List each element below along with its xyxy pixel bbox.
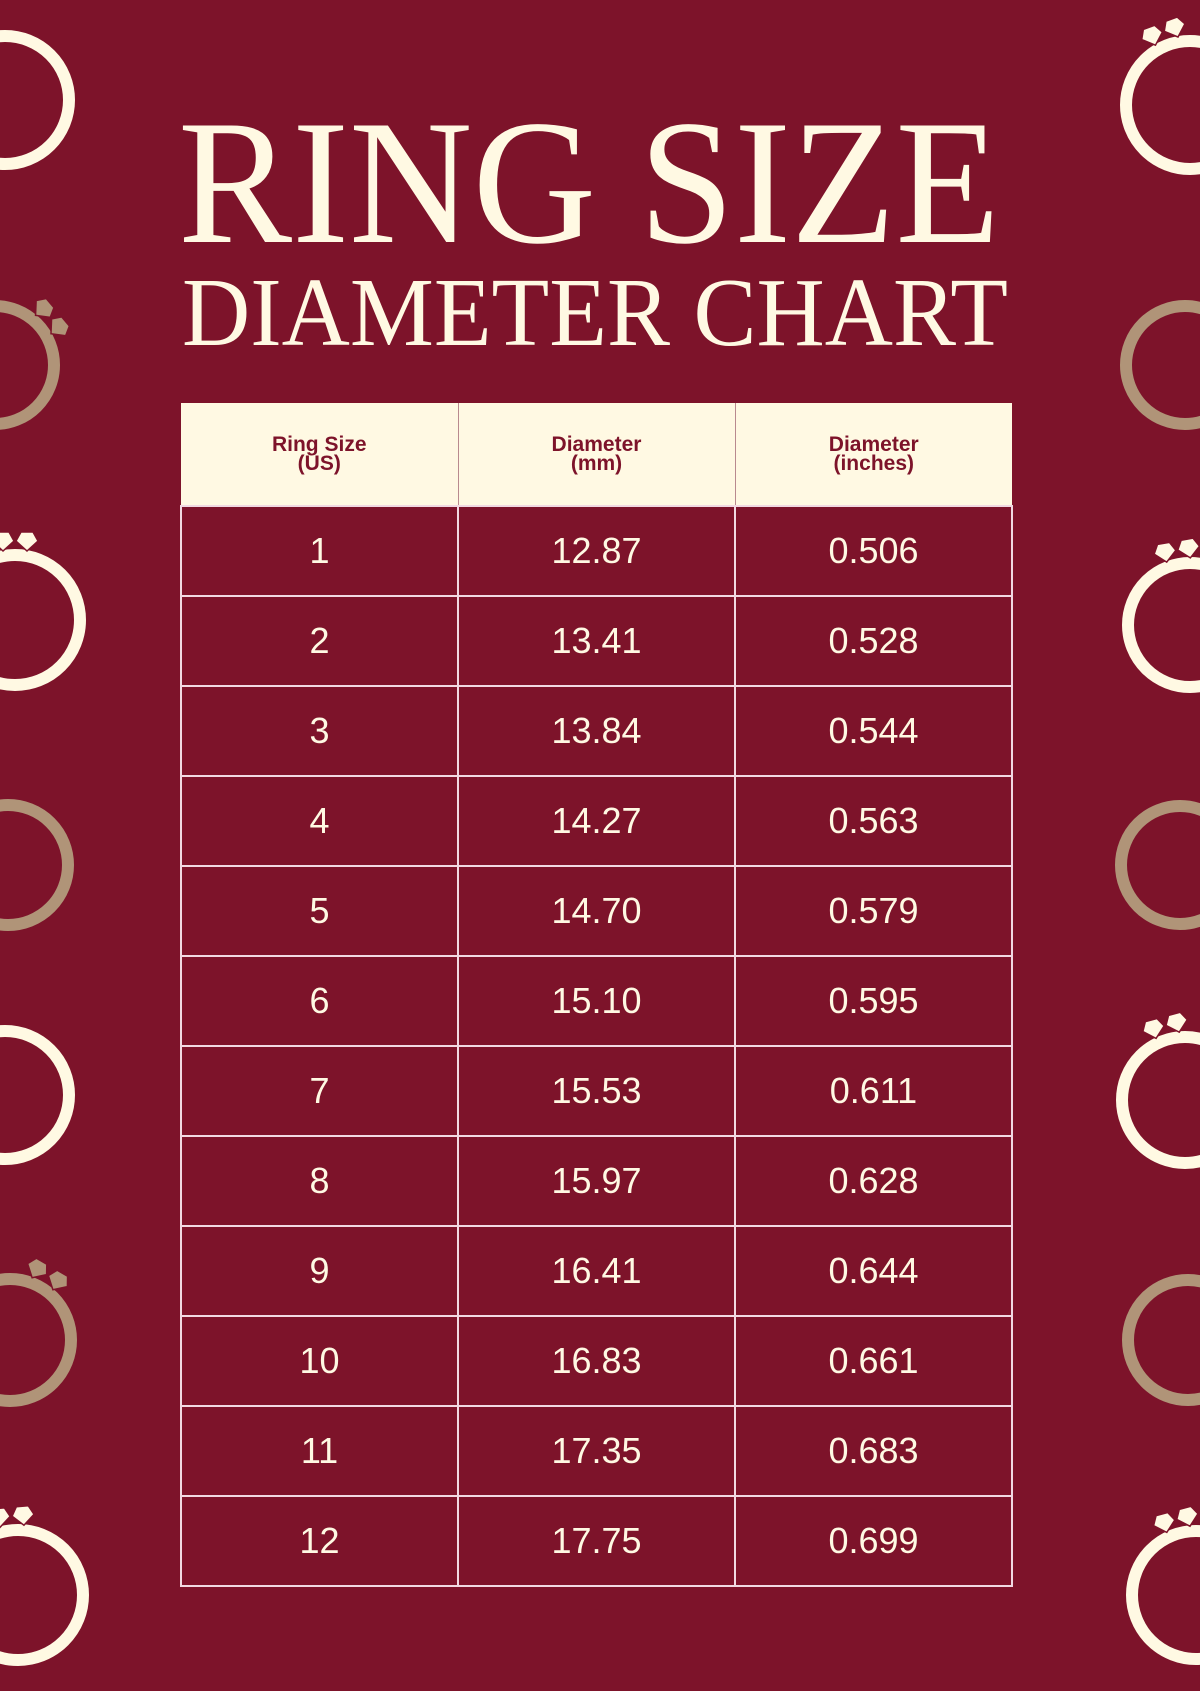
column-header-line: (mm): [570, 452, 623, 475]
table-cell: 0.579: [734, 865, 1013, 957]
table-cell: 6: [180, 955, 459, 1047]
ring-icon: [1120, 300, 1200, 430]
column-header-line: Diameter: [551, 433, 642, 456]
table-cell: 0.506: [734, 505, 1013, 597]
table-cell: 0.528: [734, 595, 1013, 687]
table-cell: 12.87: [457, 505, 736, 597]
page-title: RING SIZE DIAMETER CHART: [178, 83, 1008, 367]
diamond-icon: [0, 1504, 35, 1529]
table-row: 4 14.27 0.563: [180, 775, 1013, 867]
column-header-line: (US): [297, 452, 341, 475]
ring-icon: [1116, 1011, 1200, 1169]
table-cell: 0.683: [734, 1405, 1013, 1497]
diamond-icon: [26, 1257, 69, 1291]
table-cell: 9: [180, 1225, 459, 1317]
table-cell: 0.699: [734, 1495, 1013, 1587]
table-row: 12 17.75 0.699: [180, 1495, 1013, 1587]
table-cell: 0.661: [734, 1315, 1013, 1407]
table-cell: 7: [180, 1045, 459, 1137]
table-cell: 8: [180, 1135, 459, 1227]
table-row: 8 15.97 0.628: [180, 1135, 1013, 1227]
ring-icon: [0, 297, 71, 430]
diamond-icon: [1152, 1505, 1199, 1534]
table-cell: 14.70: [457, 865, 736, 957]
ring-icon: [1122, 1274, 1200, 1406]
table-cell: 0.628: [734, 1135, 1013, 1227]
table-cell: 1: [180, 505, 459, 597]
table-row: 2 13.41 0.528: [180, 595, 1013, 687]
column-header-line: Ring Size: [271, 433, 367, 456]
table-cell: 13.84: [457, 685, 736, 777]
ring-icon: [0, 799, 74, 931]
table-cell: 0.595: [734, 955, 1013, 1047]
table-row: 6 15.10 0.595: [180, 955, 1013, 1047]
table-cell: 0.644: [734, 1225, 1013, 1317]
table-cell: 0.544: [734, 685, 1013, 777]
ring-icon: [1120, 16, 1200, 175]
column-header: Diameter (mm): [457, 403, 735, 506]
table-row: 11 17.35 0.683: [180, 1405, 1013, 1497]
diamond-icon: [1153, 537, 1200, 564]
table-cell: 14.27: [457, 775, 736, 867]
table-row: 9 16.41 0.644: [180, 1225, 1013, 1317]
ring-size-table: Ring Size (US) Diameter (mm) Diameter (inches…: [180, 403, 1013, 1587]
column-header-line: Diameter: [828, 433, 919, 456]
table-cell: 16.83: [457, 1315, 736, 1407]
table-cell: 3: [180, 685, 459, 777]
ring-icon: [1115, 800, 1200, 930]
diamond-icon: [1140, 16, 1186, 47]
ring-icon: [0, 30, 75, 170]
table-cell: 0.611: [734, 1045, 1013, 1137]
table-cell: 0.563: [734, 775, 1013, 867]
column-header: Diameter (inches): [734, 403, 1012, 506]
table-row: 3 13.84 0.544: [180, 685, 1013, 777]
table-cell: 11: [180, 1405, 459, 1497]
ring-icon: [1122, 537, 1200, 693]
table-cell: 15.10: [457, 955, 736, 1047]
table-cell: 15.53: [457, 1045, 736, 1137]
table-cell: 17.75: [457, 1495, 736, 1587]
ring-icon: [0, 1025, 75, 1165]
ring-icon: [0, 531, 86, 691]
table-cell: 5: [180, 865, 459, 957]
ring-icon: [0, 1257, 77, 1407]
table-row: 1 12.87 0.506: [180, 505, 1013, 597]
ring-icon: [0, 1504, 89, 1666]
table-cell: 15.97: [457, 1135, 736, 1227]
table-cell: 16.41: [457, 1225, 736, 1317]
column-header: Ring Size (US): [181, 403, 458, 506]
diamond-icon: [1141, 1011, 1189, 1040]
table-row: 7 15.53 0.611: [180, 1045, 1013, 1137]
table-cell: 17.35: [457, 1405, 736, 1497]
column-header-line: (inches): [833, 452, 914, 475]
table-row: 10 16.83 0.661: [180, 1315, 1013, 1407]
table-cell: 4: [180, 775, 459, 867]
table-cell: 13.41: [457, 595, 736, 687]
title-line-2: DIAMETER CHART: [182, 259, 1008, 367]
table-cell: 10: [180, 1315, 459, 1407]
diamond-icon: [0, 531, 39, 553]
ring-icon: [1126, 1505, 1200, 1665]
table-cell: 2: [180, 595, 459, 687]
table-cell: 12: [180, 1495, 459, 1587]
table-row: 5 14.70 0.579: [180, 865, 1013, 957]
title-line-1: RING SIZE: [178, 83, 1000, 281]
diamond-icon: [34, 297, 71, 337]
